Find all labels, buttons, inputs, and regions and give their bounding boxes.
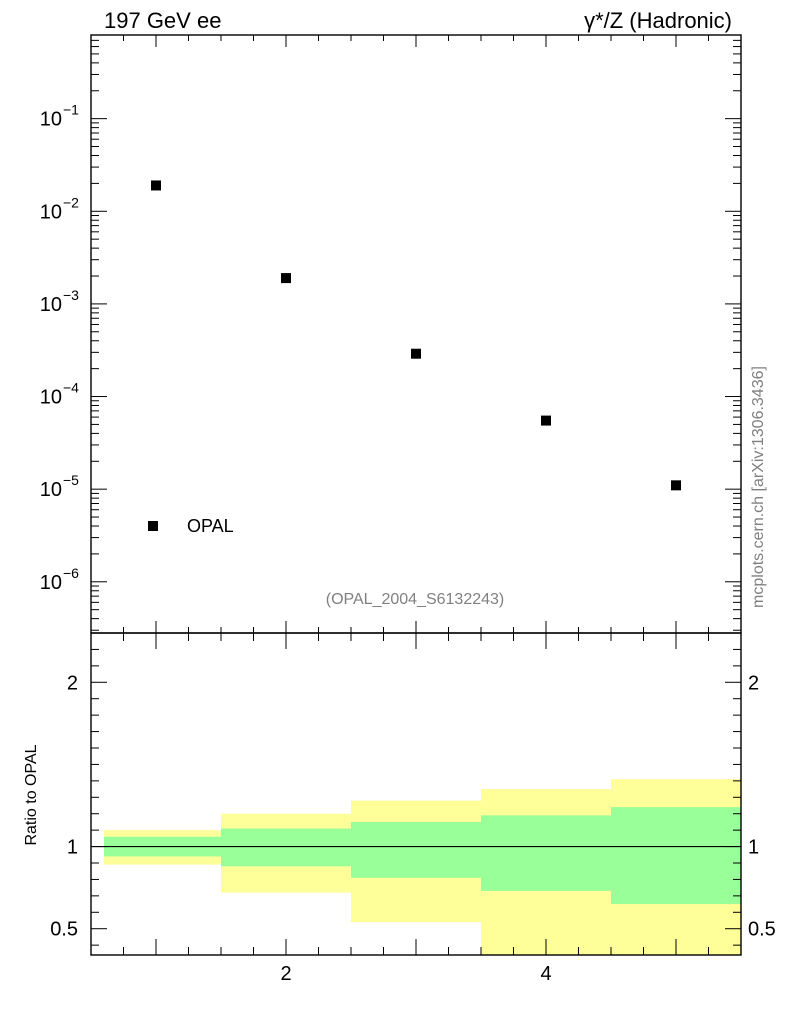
y-tick-exponent: −6	[63, 565, 79, 581]
ratio-y-tick-label-left: 0.5	[50, 919, 78, 941]
main-y-tick-label: 10 −4	[40, 380, 79, 409]
y-tick-base: 10	[40, 294, 62, 316]
data-point	[151, 180, 161, 191]
main-panel: 10−610−510−410−310−210−1 (OPAL_2004_S613…	[40, 34, 742, 634]
main-y-tick-labels: 10−610−510−410−310−210−1	[40, 102, 79, 594]
inner-band	[221, 828, 351, 867]
y-tick-exponent: −5	[63, 472, 79, 488]
ratio-y-tick-label-left: 1	[67, 837, 78, 859]
main-y-tick-label: 10 −6	[40, 565, 79, 594]
inner-band	[611, 807, 741, 905]
ratio-y-tick-label-right: 2	[748, 672, 759, 694]
data-points	[151, 180, 681, 491]
x-tick-label: 4	[540, 963, 551, 985]
main-y-tick-label: 10 −5	[40, 472, 79, 501]
inner-band	[481, 815, 611, 891]
y-tick-base: 10	[40, 479, 62, 501]
legend-marker	[148, 521, 158, 531]
y-tick-exponent: −2	[63, 194, 79, 210]
ratio-y-axis-label: Ratio to OPAL	[23, 744, 40, 845]
ratio-frame	[90, 632, 742, 956]
analysis-watermark: (OPAL_2004_S6132243)	[326, 591, 505, 608]
y-tick-base: 10	[40, 201, 62, 223]
y-tick-base: 10	[40, 387, 62, 409]
main-y-tick-label: 10 −1	[40, 102, 79, 131]
credit-text: mcplots.cern.ch [arXiv:1306.3436]	[750, 366, 767, 608]
ratio-y-tick-label-left: 2	[67, 672, 78, 694]
title-right: γ*/Z (Hadronic)	[584, 8, 732, 33]
y-tick-exponent: −3	[63, 287, 79, 303]
main-y-tick-label: 10 −2	[40, 194, 79, 223]
main-y-tick-label: 10 −3	[40, 287, 79, 316]
data-point	[281, 273, 291, 284]
data-point	[541, 415, 551, 426]
legend: OPAL	[148, 516, 234, 536]
y-tick-exponent: −1	[63, 102, 79, 118]
y-tick-base: 10	[40, 572, 62, 594]
ratio-bands	[104, 779, 741, 955]
data-point	[411, 348, 421, 359]
main-frame	[90, 34, 742, 634]
y-tick-base: 10	[40, 109, 62, 131]
ratio-y-tick-label-right: 0.5	[748, 919, 776, 941]
ratio-y-tick-labels: 0.5 0.5 1 1 2 2	[50, 672, 776, 940]
inner-band	[351, 821, 481, 878]
y-tick-exponent: −4	[63, 380, 79, 396]
data-point	[671, 480, 681, 491]
legend-label: OPAL	[187, 516, 234, 536]
ratio-y-tick-label-right: 1	[748, 837, 759, 859]
title-left: 197 GeV ee	[104, 8, 221, 33]
main-axis-ticks	[90, 34, 742, 633]
x-tick-label: 2	[280, 963, 291, 985]
